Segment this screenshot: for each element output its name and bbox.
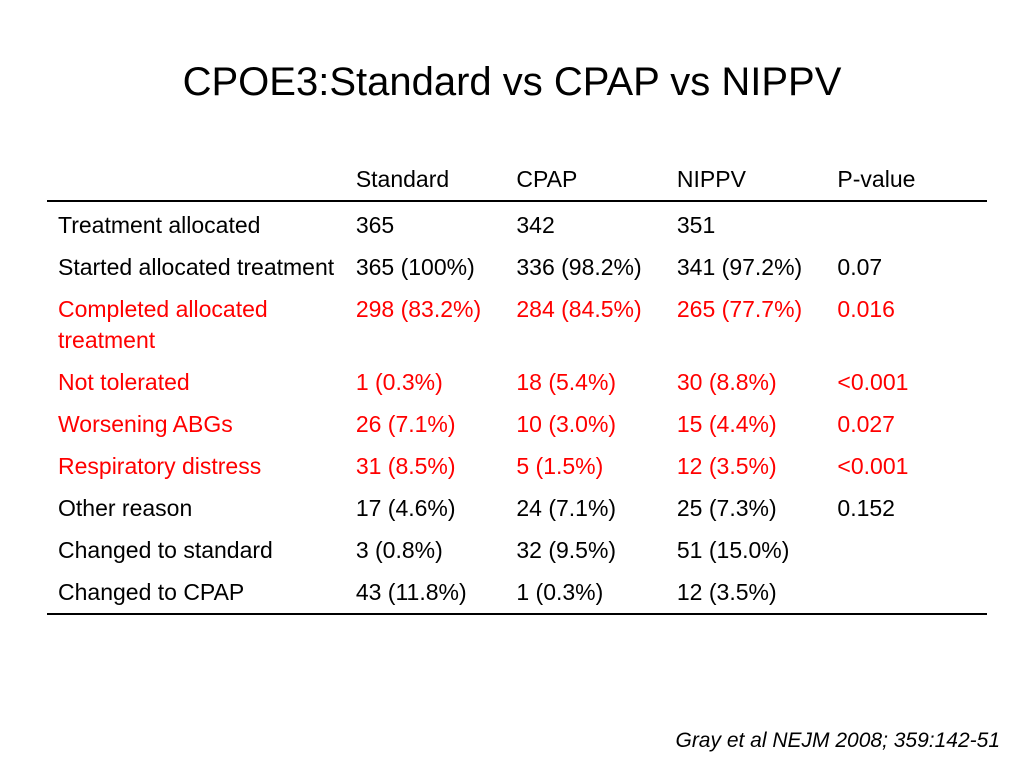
cell-p-value [826, 201, 987, 246]
cell-cpap: 336 (98.2%) [516, 254, 642, 280]
cell-cpap: 24 (7.1%) [516, 495, 617, 521]
cell-nippv: 12 (3.5%) [676, 579, 777, 605]
cell-cpap: 1 (0.3%) [516, 579, 604, 605]
cell-cpap: 10 (3.0%) [516, 411, 617, 437]
row-label: Completed allocated treatment [58, 296, 268, 353]
cell-nippv: 265 (77.7%) [676, 296, 803, 322]
header-standard: Standard [355, 166, 450, 192]
cell-p-value: <0.001 [837, 453, 909, 479]
cell-nippv: 12 (3.5%) [676, 453, 777, 479]
table-header-row: Standard CPAP NIPPV P-value [47, 158, 987, 201]
cell-cpap: 18 (5.4%) [516, 369, 617, 395]
cell-nippv: 341 (97.2%) [676, 254, 803, 280]
table-row: Changed to standard 3 (0.8%) 32 (9.5%) 5… [47, 529, 987, 571]
cell-nippv: 25 (7.3%) [676, 495, 777, 521]
row-label: Worsening ABGs [58, 411, 233, 437]
table-row: Worsening ABGs 26 (7.1%) 10 (3.0%) 15 (4… [47, 403, 987, 445]
cell-p-value: 0.016 [837, 296, 895, 322]
header-cpap: CPAP [516, 166, 578, 192]
cell-p-value: 0.152 [837, 495, 895, 521]
results-table: Standard CPAP NIPPV P-value Treatment al… [47, 158, 987, 615]
header-nippv: NIPPV [676, 166, 746, 192]
table-row: Other reason 17 (4.6%) 24 (7.1%) 25 (7.3… [47, 487, 987, 529]
cell-cpap: 32 (9.5%) [516, 537, 617, 563]
row-label: Started allocated treatment [58, 254, 335, 280]
cell-standard: 3 (0.8%) [355, 537, 443, 563]
header-row-label [47, 158, 345, 201]
row-label: Respiratory distress [58, 453, 262, 479]
cell-standard: 31 (8.5%) [355, 453, 456, 479]
table-row: Treatment allocated 365 342 351 [47, 201, 987, 246]
cell-p-value [826, 571, 987, 614]
cell-standard: 43 (11.8%) [355, 579, 467, 605]
row-label: Changed to standard [58, 537, 273, 563]
slide-title: CPOE3:Standard vs CPAP vs NIPPV [182, 60, 842, 104]
row-label: Not tolerated [58, 369, 190, 395]
header-p-value: P-value [837, 166, 916, 192]
cell-cpap: 5 (1.5%) [516, 453, 604, 479]
table-row: Completed allocated treatment 298 (83.2%… [47, 288, 987, 361]
cell-nippv: 51 (15.0%) [676, 537, 790, 563]
cell-nippv: 15 (4.4%) [676, 411, 777, 437]
cell-cpap: 342 [516, 212, 555, 238]
table-row: Not tolerated 1 (0.3%) 18 (5.4%) 30 (8.8… [47, 361, 987, 403]
cell-standard: 365 [355, 212, 395, 238]
cell-standard: 298 (83.2%) [355, 296, 482, 322]
row-label: Treatment allocated [58, 212, 261, 238]
cell-p-value: 0.027 [837, 411, 895, 437]
cell-standard: 26 (7.1%) [355, 411, 456, 437]
cell-p-value: <0.001 [837, 369, 909, 395]
cell-nippv: 30 (8.8%) [676, 369, 777, 395]
table-row: Started allocated treatment 365 (100%) 3… [47, 246, 987, 288]
cell-standard: 17 (4.6%) [355, 495, 456, 521]
row-label: Other reason [58, 495, 193, 521]
cell-nippv: 351 [676, 212, 716, 238]
cell-p-value [826, 529, 987, 571]
table-row: Changed to CPAP 43 (11.8%) 1 (0.3%) 12 (… [47, 571, 987, 614]
cell-standard: 365 (100%) [355, 254, 475, 280]
cell-cpap: 284 (84.5%) [516, 296, 642, 322]
citation: Gray et al NEJM 2008; 359:142-51 [675, 729, 1000, 752]
cell-standard: 1 (0.3%) [355, 369, 443, 395]
cell-p-value: 0.07 [837, 254, 883, 280]
row-label: Changed to CPAP [58, 579, 245, 605]
table-row: Respiratory distress 31 (8.5%) 5 (1.5%) … [47, 445, 987, 487]
